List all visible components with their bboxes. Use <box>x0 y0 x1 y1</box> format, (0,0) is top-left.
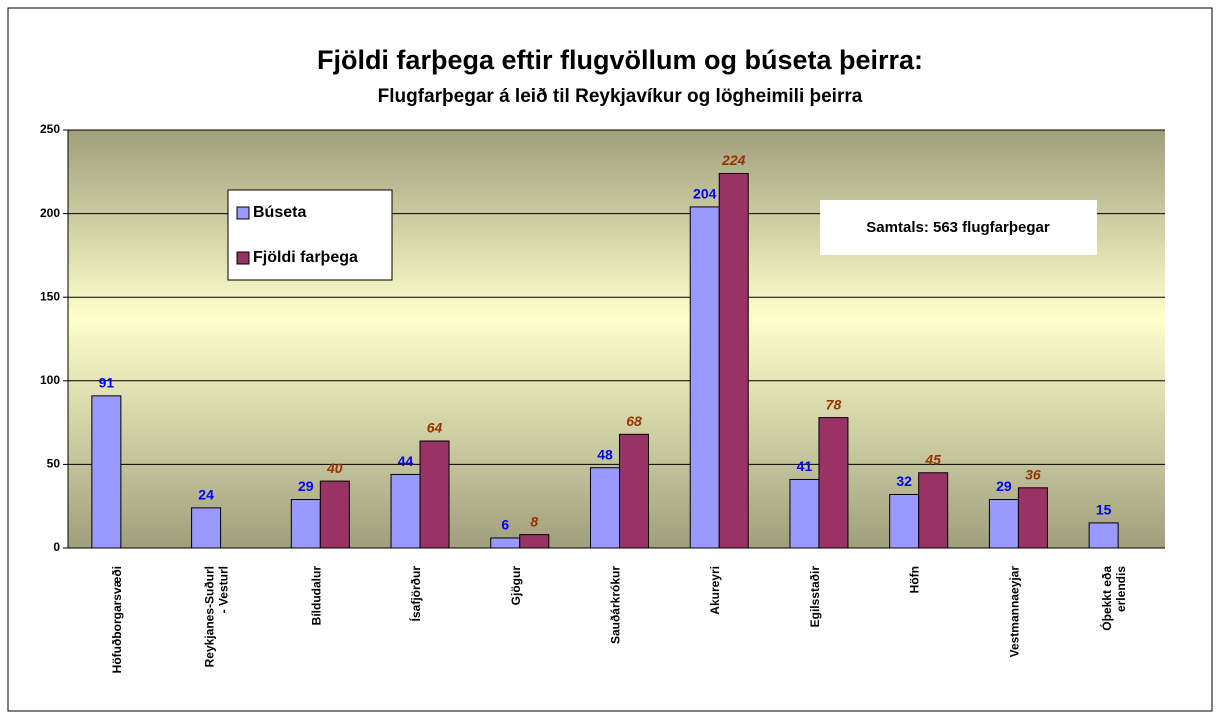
chart-subtitle: Flugfarþegar á leið til Reykjavíkur og l… <box>378 86 863 107</box>
x-tick-label: Akureyri <box>708 566 722 615</box>
data-label: 44 <box>398 453 414 469</box>
annotation: Samtals: 563 flugfarþegar <box>866 219 1050 236</box>
y-tick-label: 150 <box>40 289 60 303</box>
bar <box>519 534 550 549</box>
y-tick-label: 100 <box>40 373 60 387</box>
x-tick-label: Óþekkt eðaerlendis <box>1099 566 1128 631</box>
bar <box>419 440 450 549</box>
data-label: 36 <box>1025 467 1041 483</box>
data-label: 78 <box>826 396 842 412</box>
data-label: 45 <box>924 451 941 467</box>
bar <box>619 433 649 549</box>
data-label: 41 <box>797 458 813 474</box>
bar <box>191 507 222 549</box>
data-label: 8 <box>530 513 538 529</box>
bar <box>789 478 820 549</box>
data-label: 224 <box>721 152 746 168</box>
bar <box>918 472 949 549</box>
bar <box>290 499 321 549</box>
y-tick-label: 0 <box>53 540 60 554</box>
data-label: 64 <box>427 420 443 436</box>
bar <box>490 537 521 549</box>
x-tick-label: Höfuðborgarsvæði <box>110 566 124 673</box>
chart-title: Fjöldi farþega eftir flugvöllum og búset… <box>317 45 923 75</box>
x-tick-label: Gjögur <box>509 566 523 606</box>
data-label: 48 <box>597 446 613 462</box>
x-tick-label: Egilsstaðir <box>808 566 822 628</box>
y-tick-label: 250 <box>40 122 60 136</box>
legend-label: Fjöldi farþega <box>253 249 358 266</box>
data-label: 24 <box>198 487 214 503</box>
bar <box>390 473 421 549</box>
bar <box>689 206 720 549</box>
x-tick-label: Reykjanes-Suðurl- Vesturl <box>203 566 231 667</box>
data-label: 204 <box>693 186 717 202</box>
x-tick-label: Bíldudalur <box>309 566 323 626</box>
legend <box>227 189 393 281</box>
x-tick-label: Vestmannaeyjar <box>1008 566 1022 658</box>
data-label: 15 <box>1096 502 1112 518</box>
data-label: 91 <box>99 375 115 391</box>
bar <box>988 499 1019 549</box>
bar <box>590 467 620 549</box>
data-label: 32 <box>896 473 912 489</box>
data-label: 68 <box>626 413 642 429</box>
bar <box>319 480 350 549</box>
data-label: 6 <box>501 517 509 533</box>
bar <box>889 493 920 549</box>
y-tick-label: 200 <box>40 206 60 220</box>
annotation-box <box>820 200 1097 255</box>
bar <box>91 395 122 549</box>
y-tick-label: 50 <box>47 457 61 471</box>
x-tick-label: Sauðárkrókur <box>609 566 623 644</box>
legend-swatch <box>236 251 250 265</box>
bar <box>1017 487 1048 549</box>
legend-label: Búseta <box>253 204 306 221</box>
bar <box>818 417 849 549</box>
x-tick-label: Ísafjörður <box>408 566 423 622</box>
x-tick-label: Höfn <box>908 566 922 593</box>
data-label: 29 <box>996 478 1012 494</box>
legend-swatch <box>236 206 250 220</box>
bar <box>718 172 749 549</box>
data-label: 40 <box>326 460 343 476</box>
data-label: 29 <box>298 478 314 494</box>
bar <box>1088 522 1119 549</box>
